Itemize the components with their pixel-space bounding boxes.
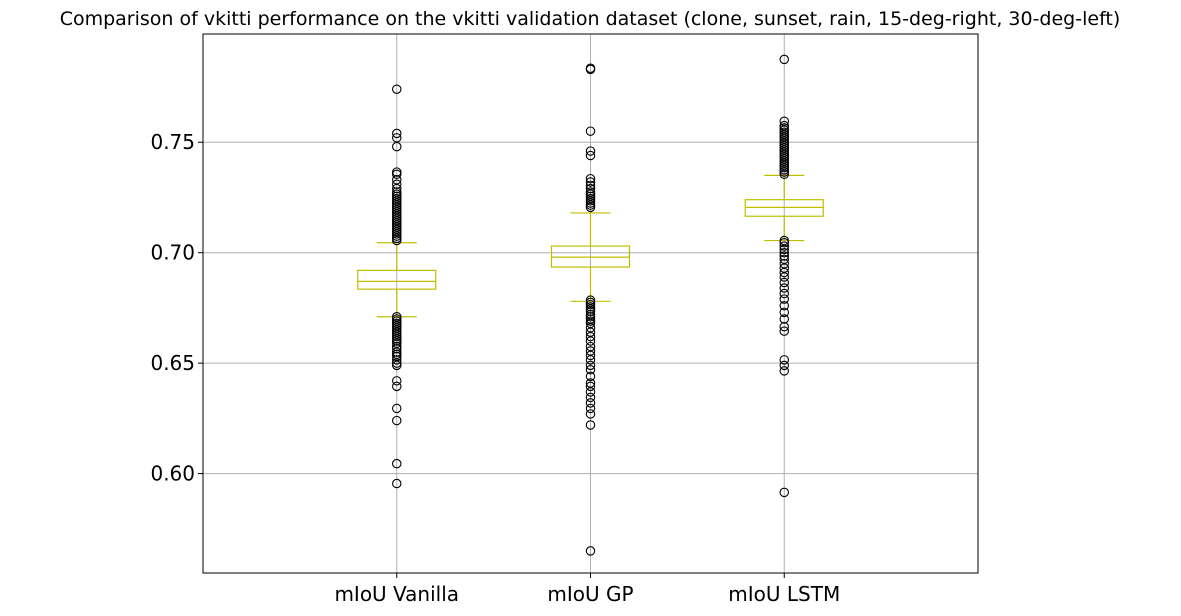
outlier-point [391,179,402,189]
outlier-point [585,150,596,161]
outlier-point [391,344,402,354]
outlier-point [391,169,402,180]
outlier-point [585,409,596,419]
outlier-point [391,355,402,365]
outlier-point [585,365,596,375]
outlier-point [779,277,789,288]
outlier-point [779,366,789,376]
outlier-point [779,169,789,180]
iqr-box [357,269,437,290]
outlier-point [585,398,596,408]
x-tick-label: mIoU LSTM [728,582,840,606]
outlier-point [585,392,596,403]
y-tick-label: 0.75 [150,130,195,154]
tick-layer: 0.60 0.65 0.70 0.75 mIoU Vanilla mIoU GP mIoU … [150,130,840,606]
outlier-point [779,241,789,251]
outlier-point [779,307,789,318]
outlier-point [391,235,402,246]
outlier-point [779,247,789,258]
outlier-point [585,355,596,365]
outlier-point [779,314,789,324]
outlier-point [779,272,789,282]
outlier-point [585,336,596,346]
outlier-point [779,300,789,311]
x-tick-label: mIoU Vanilla [334,582,459,606]
outlier-point [585,173,596,184]
outlier-point [585,360,596,371]
outlier-point [585,387,596,397]
y-tick-label: 0.65 [150,351,195,375]
outlier-point [779,251,789,261]
outlier-point [585,371,596,382]
outlier-point [391,403,402,414]
outlier-point [585,403,596,414]
x-tick-label: mIoU GP [547,582,633,606]
box-1 [357,84,437,489]
outlier-point [585,546,596,556]
grid-layer [203,34,978,573]
box-2 [550,63,631,556]
outlier-point [779,267,789,278]
outlier-point [391,458,402,469]
outlier-point [779,360,789,371]
outlier-point [779,288,789,299]
outlier-point [391,478,402,489]
outlier-point [585,183,596,194]
outlier-point [585,202,596,213]
outlier-point [391,381,402,392]
box-3 [744,54,824,498]
outlier-point [391,415,402,426]
outlier-point [391,376,402,386]
outlier-point [585,381,596,392]
outlier-point [585,146,596,156]
outlier-point [779,54,789,65]
outlier-point [585,420,596,430]
y-tick-label: 0.70 [150,241,195,265]
outlier-point [391,128,402,139]
outlier-point [585,126,596,136]
outlier-point [585,331,596,342]
outlier-point [585,64,596,75]
box-layer [357,54,824,556]
outlier-point [391,84,402,94]
outlier-point [779,238,789,248]
outlier-point [391,141,402,152]
y-tick-label: 0.60 [150,462,195,486]
outlier-point [779,355,789,365]
plot-frame [202,33,979,574]
outlier-point [585,306,596,316]
outlier-point [391,360,402,371]
outlier-point [779,326,789,336]
outlier-point [391,183,402,194]
outlier-point [585,177,596,187]
outlier-point [779,283,789,293]
outlier-point [779,487,789,498]
outlier-point [779,294,789,304]
outlier-point [779,244,789,255]
outlier-point [585,350,596,361]
chart-title: Comparison of vkitti performance on the … [60,8,1121,30]
outlier-point [779,321,789,332]
